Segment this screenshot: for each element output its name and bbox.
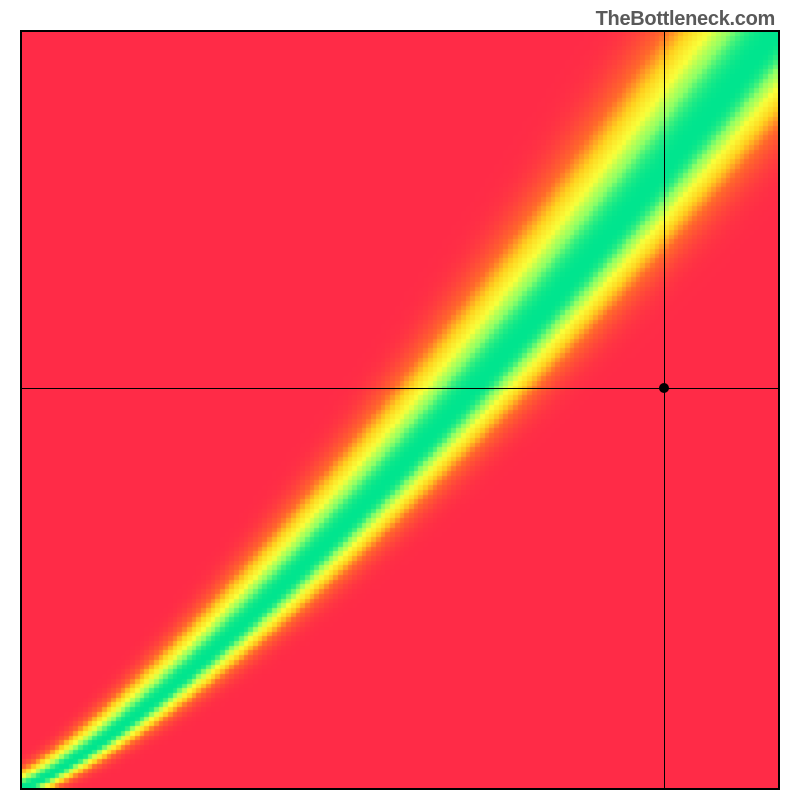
- crosshair-vertical-line: [664, 32, 665, 788]
- crosshair-marker-dot: [659, 383, 669, 393]
- heatmap-plot-frame: [20, 30, 780, 790]
- watermark-text: TheBottleneck.com: [596, 8, 775, 31]
